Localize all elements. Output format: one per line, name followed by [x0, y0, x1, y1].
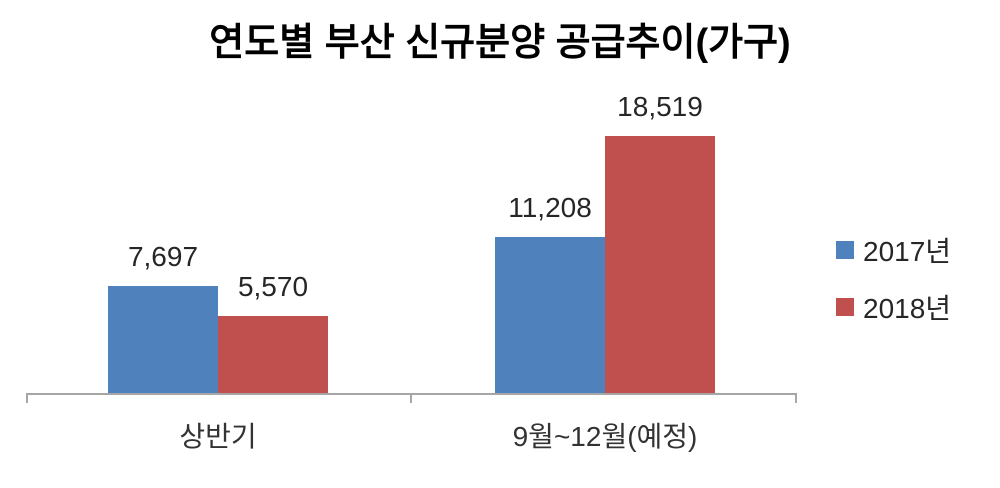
- data-label-2017년-상반기: 7,697: [127, 241, 199, 272]
- legend-item-2018: 2018년: [836, 290, 951, 324]
- chart-title: 연도별 부산 신규분양 공급추이(가구): [209, 22, 791, 64]
- x-axis-tick-start: [26, 393, 28, 403]
- x-axis-category-label-first-half: 상반기: [179, 421, 257, 452]
- bar-2018년-9월~12월(예정): [605, 136, 715, 393]
- legend-label-2017: 2017년: [863, 236, 952, 267]
- legend-swatch-2017-icon: [836, 241, 854, 259]
- legend-swatch-2018-icon: [836, 298, 854, 316]
- legend: 2017년 2018년: [836, 233, 951, 347]
- legend-item-2017: 2017년: [836, 233, 951, 267]
- x-axis-category-label-sep-dec: 9월~12월(예정): [512, 421, 698, 452]
- x-axis-tick-middle: [410, 393, 412, 403]
- x-axis-tick-end: [795, 393, 797, 403]
- legend-label-2018: 2018년: [863, 293, 952, 324]
- data-label-2017년-9월~12월(예정): 11,208: [508, 192, 592, 223]
- bar-2017년-9월~12월(예정): [495, 237, 605, 393]
- data-label-2018년-9월~12월(예정): 18,519: [617, 91, 703, 122]
- bar-2017년-상반기: [108, 286, 218, 393]
- bar-2018년-상반기: [218, 316, 328, 393]
- data-label-2018년-상반기: 5,570: [237, 271, 309, 302]
